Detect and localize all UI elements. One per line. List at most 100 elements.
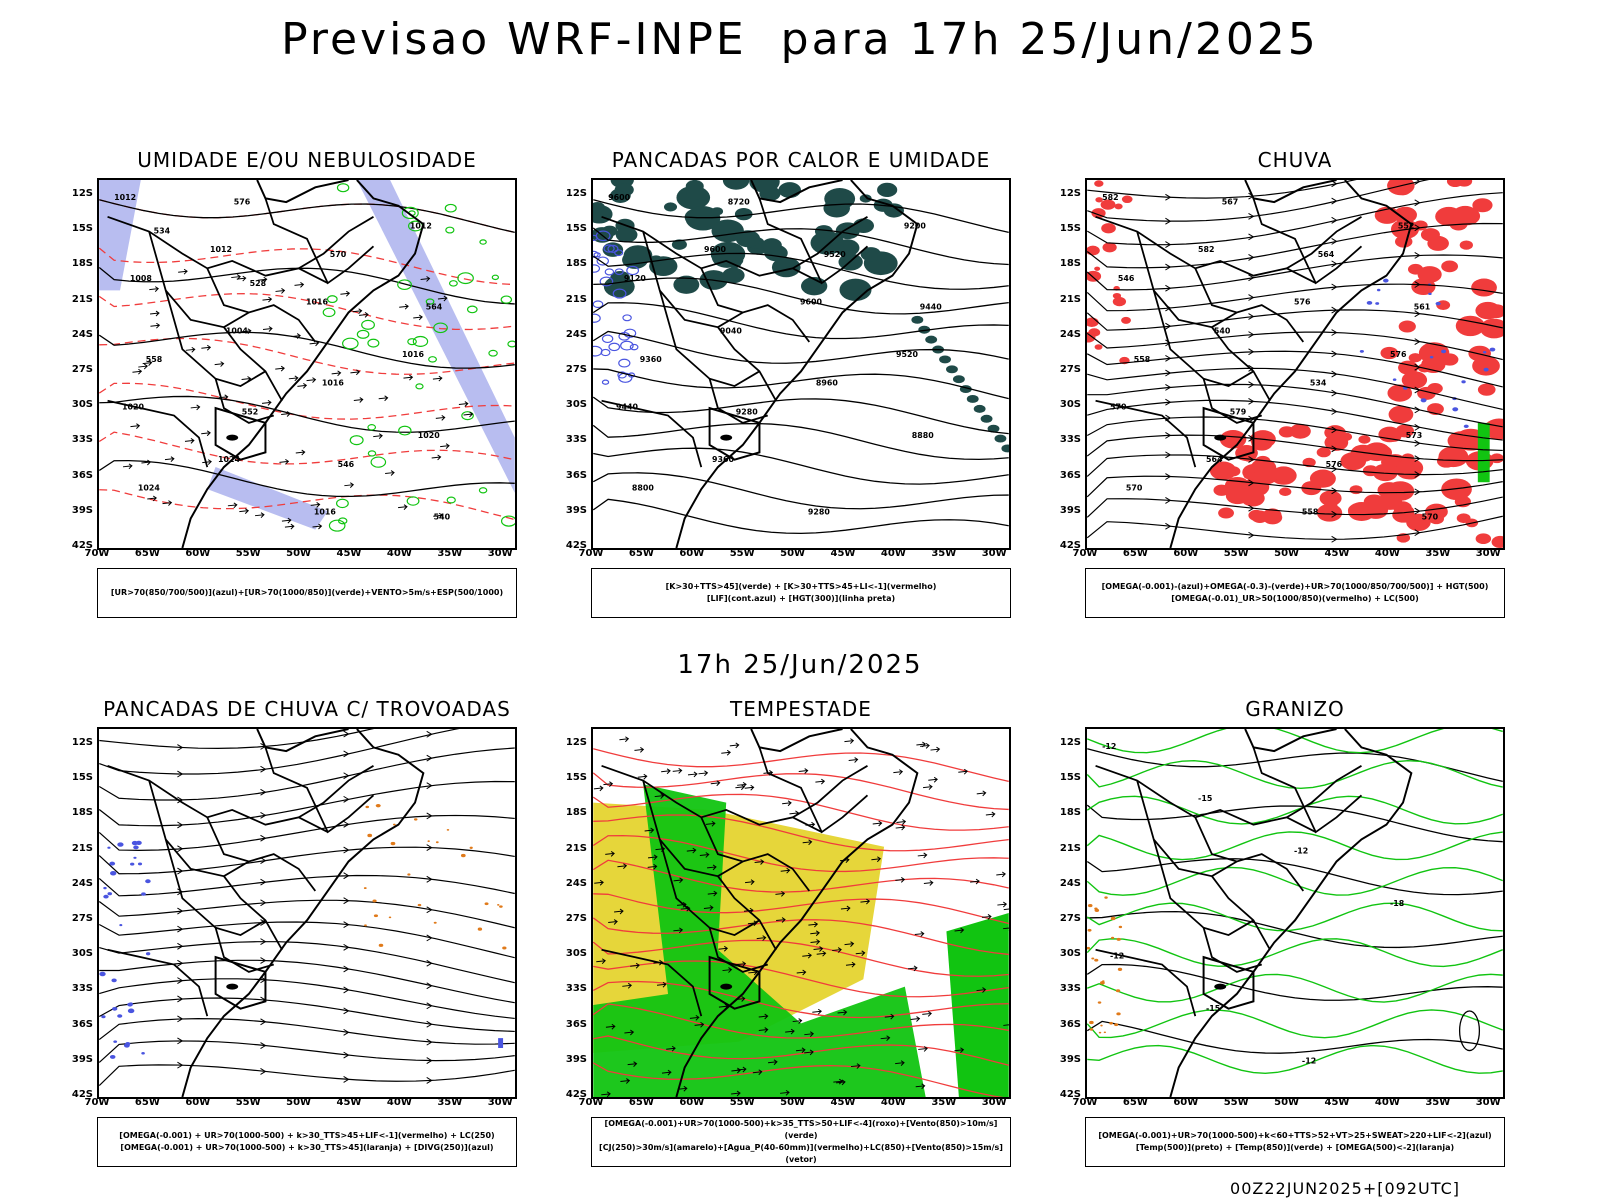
- streamline-arrow: [177, 744, 184, 751]
- rain-area: [1225, 487, 1250, 505]
- contour-label: 567: [1222, 198, 1239, 207]
- lat-tick-label: 18S: [1059, 258, 1081, 270]
- divergence-area: [117, 842, 124, 847]
- country-border: [264, 198, 375, 285]
- lat-tick-label: 18S: [71, 807, 93, 819]
- lon-tick-label: 60W: [679, 1097, 705, 1108]
- lon-tick-label: 50W: [780, 1097, 806, 1108]
- streamline-arrow: [177, 1015, 184, 1023]
- divergence-area: [133, 856, 137, 859]
- lon-tick-label: 40W: [1374, 1097, 1400, 1108]
- humidity-green: [446, 496, 456, 504]
- country-border: [601, 399, 703, 468]
- streamline-arrow: [1165, 217, 1172, 225]
- rain-area: [1316, 447, 1331, 458]
- streamline-arrow: [177, 845, 184, 853]
- lat-tick-label: 27S: [71, 364, 93, 375]
- wind-vector: [437, 295, 448, 302]
- divergence-area: [145, 952, 151, 956]
- rain-area: [1459, 240, 1473, 250]
- streamline-arrow: [1248, 364, 1255, 372]
- lat-tick-label: 30S: [1059, 399, 1081, 411]
- lon-tick-label: 50W: [1274, 1097, 1300, 1108]
- streamline-arrow: [260, 957, 267, 964]
- streamline: [99, 747, 515, 801]
- legend-line: [Temp(500)](preto) + [Temp(850)](verde) …: [1135, 1143, 1455, 1152]
- wind-vector: [976, 987, 987, 993]
- thunderstorm-area: [373, 914, 379, 918]
- streamline-arrow: [343, 965, 350, 973]
- streamline-arrow: [1165, 451, 1172, 459]
- rain-area: [1218, 507, 1234, 519]
- contour-label: 558: [146, 355, 163, 364]
- country-border: [1286, 765, 1362, 819]
- omega-500-area: [1116, 1012, 1121, 1016]
- streamline-arrow: [1414, 471, 1421, 478]
- wind-vector: [309, 340, 320, 347]
- wind-vector: [844, 738, 855, 744]
- state-border: [1202, 406, 1255, 461]
- lif-contour: [620, 340, 634, 351]
- wind-vector: [130, 423, 141, 429]
- lon-tick-label: 35W: [437, 548, 463, 559]
- rain-area: [1372, 463, 1398, 482]
- divergence-area: [130, 862, 135, 866]
- omega-area: [1461, 380, 1466, 384]
- rain-area: [1114, 203, 1123, 210]
- convection-area: [994, 434, 1007, 443]
- divergence-area: [101, 1015, 106, 1019]
- rain-area: [1250, 465, 1279, 485]
- wind-vector: [458, 401, 469, 407]
- contour-label: 8720: [728, 198, 751, 207]
- wind-vector: [802, 952, 812, 959]
- wind-vector: [914, 931, 925, 937]
- lake: [1214, 983, 1227, 990]
- omega-500-area: [1087, 903, 1093, 908]
- contour-label: 558: [1134, 355, 1151, 364]
- temp-850-contour: [1087, 938, 1503, 968]
- wind-vector: [262, 296, 273, 303]
- convection-area: [877, 182, 898, 198]
- state-border: [1202, 955, 1255, 1010]
- streamline: [1087, 331, 1503, 361]
- country-border: [148, 231, 250, 329]
- country-border: [1252, 198, 1363, 285]
- lat-tick-label: 33S: [71, 983, 93, 995]
- lon-tick-label: 65W: [134, 1097, 160, 1108]
- humidity-green: [428, 356, 437, 363]
- wind-vector: [431, 454, 442, 461]
- contour-label: 552: [242, 407, 259, 416]
- omega-500-area: [1098, 1031, 1102, 1034]
- rain-area: [1101, 223, 1116, 234]
- humidity-green: [349, 435, 364, 446]
- contour-label: 1016: [402, 350, 425, 359]
- streamline-arrow: [1414, 180, 1421, 185]
- wind-vector: [840, 905, 851, 912]
- country-border: [758, 747, 869, 834]
- lat-tick-label: 42S: [1059, 1089, 1081, 1100]
- streamline: [1087, 350, 1503, 388]
- wind-vector: [214, 361, 225, 367]
- contour-label: 546: [1118, 274, 1135, 283]
- contour-line: [99, 460, 515, 498]
- wind-vector: [614, 908, 624, 915]
- humidity-green: [356, 329, 370, 339]
- wind-vector: [398, 504, 408, 510]
- lat-tick-label: 39S: [1059, 1053, 1081, 1065]
- lat-tick-label: 33S: [1059, 983, 1081, 995]
- wind-vector: [767, 1059, 778, 1066]
- rain-area: [1319, 490, 1342, 506]
- contour-label: 9200: [904, 221, 927, 230]
- contour-label: 8880: [912, 431, 935, 440]
- lat-tick-label: 33S: [1059, 434, 1081, 446]
- lat-tick-label: 24S: [1059, 877, 1081, 889]
- wind-vector: [907, 965, 918, 972]
- contour-line: [99, 395, 515, 433]
- streamline-arrow: [343, 1076, 350, 1083]
- omega-500-area: [1094, 958, 1099, 962]
- streamline-arrow: [1165, 473, 1172, 480]
- wind-vector: [603, 781, 614, 787]
- wind-vector: [673, 877, 684, 884]
- streamline-arrow: [426, 906, 433, 914]
- divergence-area: [107, 846, 111, 849]
